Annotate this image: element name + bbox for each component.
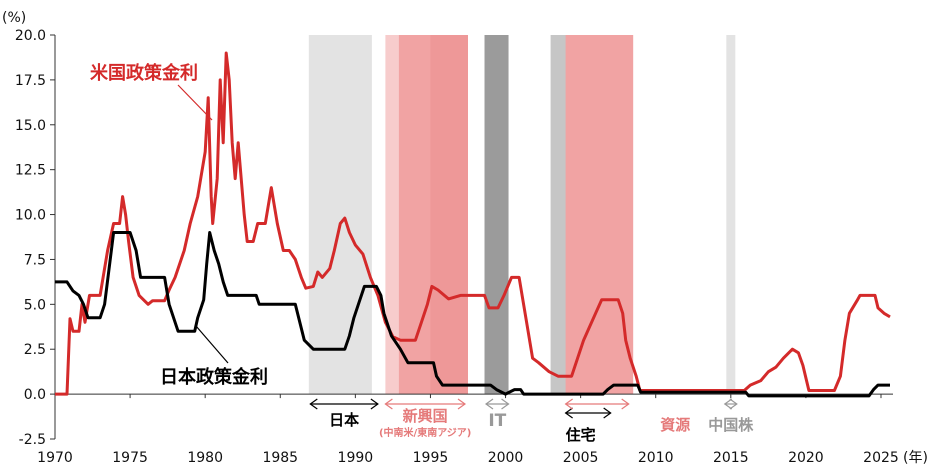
shaded-period-6 [565,35,634,395]
x-tick-label: 2000 [488,450,524,466]
y-unit-label: (%) [2,10,26,26]
bubble-arrowhead-right [457,398,467,410]
y-tick-label: 7.5 [24,252,46,268]
x-tick-label: 1970 [37,450,73,466]
bubble-arrowhead-left [309,398,318,410]
bubble-label: 住宅 [566,426,596,444]
bubble-arrowhead-left [484,398,494,410]
y-tick-label: 15.0 [15,118,46,134]
bubble-arrowhead-right [729,398,738,410]
x-tick-label: 2010 [638,450,674,466]
us-series-label: 米国政策金利 [90,62,198,84]
y-tick-label: 5.0 [24,297,46,313]
x-tick-label: 1975 [112,450,148,466]
x-tick-label: 1990 [338,450,374,466]
x-tick-label: 1995 [413,450,449,466]
y-tick-label: 0.0 [24,387,46,403]
bubble-arrowhead-left [384,398,393,410]
shaded-period-7 [726,35,736,395]
y-tick-label: 12.5 [15,163,46,179]
y-tick-label: 10.0 [15,208,46,224]
x-tick-label: 1980 [187,450,223,466]
bubble-arrowhead-right [501,398,510,410]
x-tick-label: 2015 [713,450,749,466]
us-label-leader [177,84,213,121]
series-lines [55,51,891,398]
bubble-arrowhead-left [564,398,573,410]
bubble-arrowhead-right [603,407,612,419]
x-tick-label: 2020 [788,450,824,466]
y-tick-label: -2.5 [19,432,46,448]
x-tick-label: 1985 [262,450,298,466]
x-unit-label: (年) [903,450,928,466]
bubble-label: 新興国 [403,407,448,425]
shaded-period-4 [484,35,509,395]
y-tick-label: 20.0 [15,28,46,44]
y-tick-label: 17.5 [15,73,46,89]
us-policy-rate-line [55,51,891,396]
x-tick-label: 2005 [563,450,599,466]
bubble-label: IT [488,411,506,431]
bubble-sublabel: (中南米/東南アジア) [379,426,471,439]
bubble-label: 中国株 [708,416,754,434]
bubble-arrowhead-left [723,398,733,410]
japan-series-label: 日本政策金利 [160,366,268,388]
bubble-arrowhead-left [564,407,573,419]
shaded-period-3 [430,35,468,395]
japan-label-leader [195,325,229,364]
bubble-arrowhead-right [370,398,379,410]
japan-policy-rate-line [55,231,890,398]
shaded-period-0 [308,35,372,395]
x-tick-label: 2025 [863,450,899,466]
axes: 20.0 17.5 15.0 12.5 10.0 7.5 5.0 2.5 0.0 -2.5 1970… [2,10,928,466]
bubble-labels: 日本 新興国(中南米/東南アジア) IT 住宅 資源 中国株 [309,398,754,444]
bubble-label: 日本 [329,411,359,429]
bubble-label: 資源 [660,416,690,434]
y-tick-label: 2.5 [24,342,46,358]
bubble-periods [308,35,736,395]
bubble-arrowhead-right [621,398,630,410]
